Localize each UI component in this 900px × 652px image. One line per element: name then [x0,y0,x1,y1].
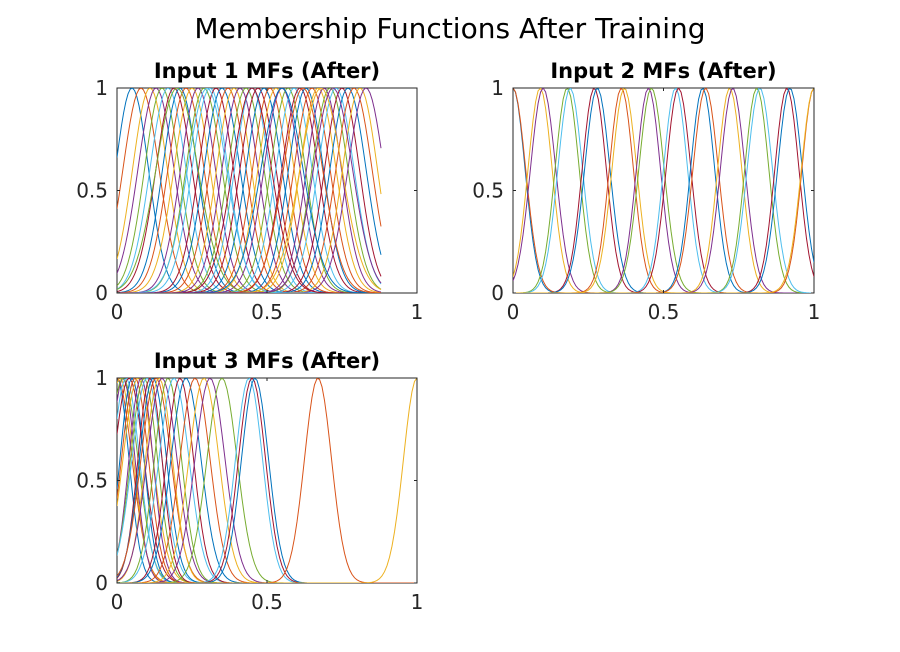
mf-curve [117,88,381,293]
y-tick-label: 1 [95,366,108,390]
mf-curve [117,378,417,583]
subplot-title: Input 3 MFs (After) [154,349,380,373]
mf-curve [117,88,381,293]
mf-curve [513,88,814,293]
mf-curve [513,88,814,293]
mf-curve [117,88,381,293]
mf-curve [117,378,417,583]
mf-curve [513,88,814,293]
mf-curve [513,88,814,293]
x-tick-label: 0.5 [251,590,283,614]
mf-curve [117,378,417,583]
x-tick-label: 1 [808,300,821,324]
mf-curve [117,378,417,583]
x-tick-label: 0 [507,300,520,324]
mf-curve [513,88,814,293]
y-tick-label: 0.5 [76,179,108,203]
mf-curve [513,88,814,293]
mf-curve [117,88,381,293]
plot-area [116,377,418,584]
mf-curve [117,378,417,583]
mf-curve [117,378,417,583]
mf-curve [513,88,814,293]
mf-curve [117,378,417,583]
mf-curve [117,88,381,293]
mf-curve [117,378,417,583]
mf-curve [117,88,381,293]
mf-curve [513,88,814,293]
mf-curve [117,378,417,583]
subplot-input-2: 0 0.5 1 0 0.5 1 Input 2 MFs (After) [472,59,820,324]
mf-curve [513,88,814,293]
mf-curve [117,88,381,293]
mf-curve [117,378,417,583]
mf-curve [117,378,417,583]
mf-curve [117,378,417,583]
mf-curve [513,88,814,293]
mf-curve [117,378,417,583]
y-tick-label: 0.5 [472,179,504,203]
mf-curve [117,378,417,583]
mf-curve [117,88,382,293]
mf-curve [117,378,417,583]
mf-curve [117,88,382,293]
y-tick-label: 0 [95,571,108,595]
mf-curve [513,88,814,293]
y-tick-label: 0.5 [76,469,108,493]
figure-title: Membership Functions After Training [194,12,705,45]
mf-curve [117,88,381,293]
mf-curve [117,88,382,293]
mf-curve [513,88,814,293]
x-tick-label: 0.5 [251,300,283,324]
subplot-input-3: 0 0.5 1 0 0.5 1 Input 3 MFs (After) [76,349,423,614]
mf-curve [117,378,417,583]
mf-curve [513,88,814,293]
mf-curve [117,88,382,293]
mf-curve [117,88,382,293]
y-tick-label: 1 [491,76,504,100]
subplot-title: Input 2 MFs (After) [550,59,776,83]
mf-curve [117,88,381,293]
mf-curve [117,88,382,293]
mf-curve [513,88,814,293]
mf-curve [117,88,381,293]
y-tick-label: 0 [95,281,108,305]
mf-curve [117,88,382,293]
x-tick-label: 0 [111,590,124,614]
mf-curve [117,378,417,583]
mf-curve [513,88,814,293]
x-tick-label: 0 [111,300,124,324]
subplot-input-1: 0 0.5 1 0 0.5 1 Input 1 MFs (After) [76,59,423,324]
mf-curve [117,378,417,583]
mf-curve [117,88,381,293]
mf-curve [117,88,382,293]
mf-curves [117,88,382,293]
mf-curve [513,88,814,293]
subplot-title: Input 1 MFs (After) [154,59,380,83]
x-tick-label: 0.5 [648,300,680,324]
mf-curve [117,88,382,293]
mf-curve [117,88,381,293]
y-tick-label: 0 [491,281,504,305]
x-tick-label: 1 [411,590,424,614]
mf-curve [117,378,417,583]
mf-curve [117,378,417,583]
mf-curve [117,88,381,293]
y-tick-label: 1 [95,76,108,100]
mf-curve [117,88,381,293]
x-tick-label: 1 [411,300,424,324]
mf-curve [117,378,417,583]
